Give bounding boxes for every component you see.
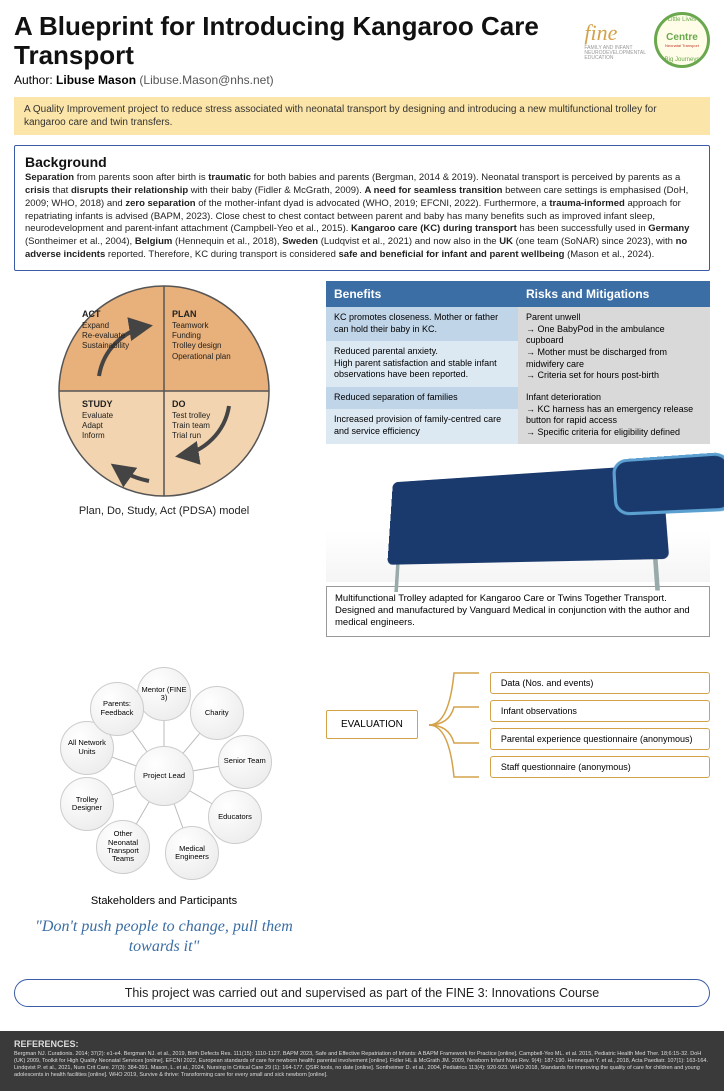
stakeholders-caption: Stakeholders and Participants [14, 895, 314, 907]
summary-band: A Quality Improvement project to reduce … [14, 97, 710, 135]
author-email: (Libuse.Mason@nhs.net) [139, 73, 273, 87]
fine-logo: fine FAMILY AND INFANT NEURODEVELOPMENTA… [584, 20, 646, 61]
stakeholder-node: Educators [208, 790, 262, 844]
logos: fine FAMILY AND INFANT NEURODEVELOPMENTA… [584, 12, 710, 68]
risks-header: Risks and Mitigations [518, 281, 710, 307]
evaluation-item: Data (Nos. and events) [490, 672, 710, 694]
pdsa-caption: Plan, Do, Study, Act (PDSA) model [14, 505, 314, 517]
pdsa-study: STUDY Evaluate Adapt Inform [54, 391, 164, 501]
stakeholder-node: Charity [190, 686, 244, 740]
evaluation-item: Infant observations [490, 700, 710, 722]
benefit-cell: Reduced parental anxiety. High parent sa… [326, 341, 518, 387]
benefit-cell: KC promotes closeness. Mother or father … [326, 307, 518, 341]
page-title: A Blueprint for Introducing Kangaroo Car… [14, 12, 584, 69]
pdsa-plan: PLAN Teamwork Funding Trolley design Ope… [164, 281, 274, 391]
pdsa-diagram: ACT Expand Re-evaluate Sustainability PL… [14, 281, 314, 517]
benefits-header: Benefits [326, 281, 518, 307]
risk-cell: Infant deterioration → KC harness has an… [518, 387, 710, 444]
author-label: Author: [14, 73, 53, 87]
quote: "Don't push people to change, pull them … [14, 917, 314, 957]
benefit-cell: Increased provision of family-centred ca… [326, 409, 518, 443]
evaluation-item: Parental experience questionnaire (anony… [490, 728, 710, 750]
benefit-cell: Reduced separation of families [326, 387, 518, 409]
trolley-caption: Multifunctional Trolley adapted for Kang… [326, 586, 710, 637]
pdsa-act: ACT Expand Re-evaluate Sustainability [54, 281, 164, 391]
trolley-image [326, 452, 710, 582]
stakeholder-node: Mentor (FINE 3) [137, 667, 191, 721]
risk-cell: Parent unwell → One BabyPod in the ambul… [518, 307, 710, 387]
background-heading: Background [25, 154, 699, 170]
references-section: REFERENCES: Bergman NJ. Curationis. 2014… [0, 1031, 724, 1091]
benefits-risks-table: Benefits Risks and Mitigations KC promot… [326, 281, 710, 444]
stakeholders-diagram: Project Lead Mentor (FINE 3)CharitySenior… [14, 661, 314, 907]
background-text: Separation from parents soon after birth… [25, 172, 699, 262]
stakeholder-node: Other Neonatal Transport Teams [96, 820, 150, 874]
evaluation-diagram: EVALUATION Data (Nos. and events) Infant … [326, 655, 710, 795]
references-text: Bergman NJ. Curationis. 2014; 37(2): e1-… [14, 1051, 710, 1080]
stakeholder-node: Trolley Designer [60, 777, 114, 831]
author-name: Libuse Mason [56, 73, 136, 87]
stakeholder-node: Medical Engineers [165, 826, 219, 880]
evaluation-center: EVALUATION [326, 710, 418, 739]
evaluation-item: Staff questionnaire (anonymous) [490, 756, 710, 778]
references-heading: REFERENCES: [14, 1039, 710, 1049]
author-line: Author: Libuse Mason (Libuse.Mason@nhs.n… [14, 73, 584, 87]
pdsa-do: DO Test trolley Train team Trial run [164, 391, 274, 501]
stakeholder-node: Senior Team [218, 735, 272, 789]
background-section: Background Separation from parents soon … [14, 145, 710, 271]
stakeholder-center: Project Lead [134, 746, 194, 806]
header: A Blueprint for Introducing Kangaroo Car… [14, 12, 710, 91]
centre-logo: Little Lives Centre Neonatal Transport B… [654, 12, 710, 68]
stakeholder-node: Parents: Feedback [90, 682, 144, 736]
course-line: This project was carried out and supervi… [14, 979, 710, 1007]
fine-logo-sub: FAMILY AND INFANT NEURODEVELOPMENTAL EDU… [584, 46, 646, 61]
